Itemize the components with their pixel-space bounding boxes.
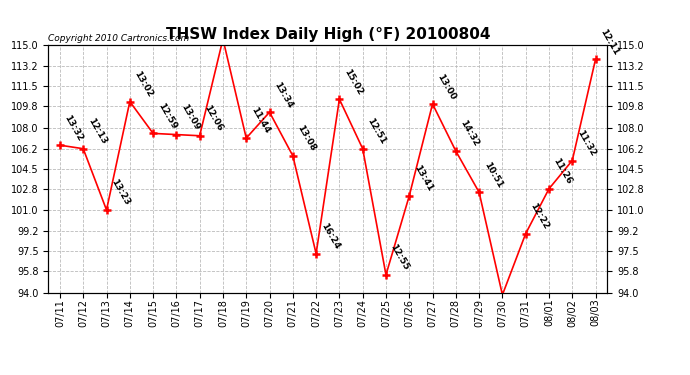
Text: 11:14: 11:14: [0, 374, 1, 375]
Text: 13:34: 13:34: [273, 80, 295, 110]
Text: 13:23: 13:23: [109, 178, 131, 207]
Text: 12:11: 12:11: [598, 27, 620, 56]
Text: 11:26: 11:26: [552, 157, 574, 186]
Text: 14:32: 14:32: [459, 119, 481, 148]
Text: 11:44: 11:44: [249, 106, 271, 135]
Text: 12:22: 12:22: [529, 201, 551, 231]
Text: 16:24: 16:24: [319, 221, 341, 251]
Text: 12:06: 12:06: [202, 104, 224, 133]
Text: 13:08: 13:08: [295, 124, 317, 153]
Text: 11:51: 11:51: [0, 374, 1, 375]
Text: 12:55: 12:55: [388, 243, 411, 272]
Text: 12:13: 12:13: [86, 117, 108, 146]
Text: 13:00: 13:00: [435, 72, 457, 101]
Text: 12:59: 12:59: [156, 101, 178, 130]
Text: Copyright 2010 Cartronics.com: Copyright 2010 Cartronics.com: [48, 33, 190, 42]
Text: 10:51: 10:51: [482, 160, 504, 189]
Text: 11:32: 11:32: [575, 128, 597, 158]
Text: 13:02: 13:02: [132, 70, 155, 99]
Text: 15:02: 15:02: [342, 67, 364, 96]
Text: 13:32: 13:32: [63, 113, 85, 142]
Text: 13:09: 13:09: [179, 102, 201, 132]
Title: THSW Index Daily High (°F) 20100804: THSW Index Daily High (°F) 20100804: [166, 27, 490, 42]
Text: 13:41: 13:41: [412, 164, 434, 193]
Text: 12:51: 12:51: [366, 117, 388, 146]
